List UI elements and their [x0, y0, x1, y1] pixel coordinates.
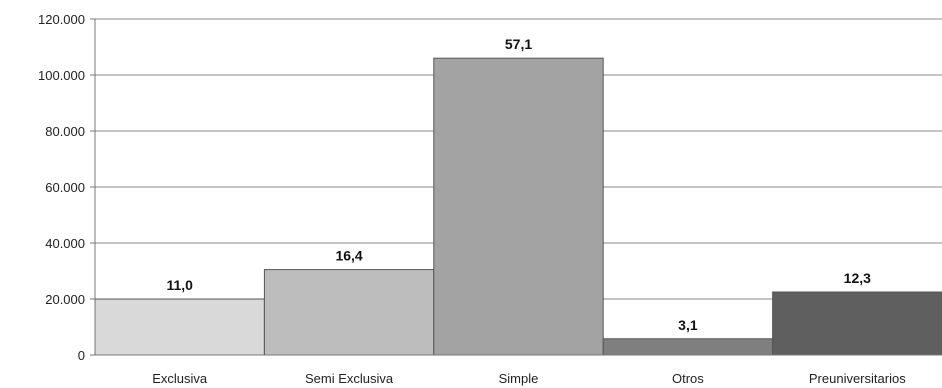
y-tick-label: 0 — [78, 348, 85, 363]
y-tick-label: 20.000 — [45, 292, 85, 307]
category-label: Semi Exclusiva — [305, 371, 394, 386]
y-tick-label: 100.000 — [38, 68, 85, 83]
bar — [433, 57, 604, 356]
bar — [94, 298, 265, 356]
bar — [602, 338, 774, 356]
y-tick-label: 40.000 — [45, 236, 85, 251]
y-tick-label: 60.000 — [45, 180, 85, 195]
data-label: 11,0 — [166, 277, 193, 293]
category-label: Simple — [499, 371, 539, 386]
bar — [263, 269, 435, 356]
bar — [772, 291, 942, 356]
y-tick-label: 120.000 — [38, 12, 85, 27]
category-label: Otros — [672, 371, 704, 386]
y-axis-ticks: 0 20.000 40.000 60.000 80.000 100.000 120.000 — [38, 12, 95, 363]
category-label: Exclusiva — [152, 371, 208, 386]
data-label: 12,3 — [844, 270, 871, 286]
category-labels: Exclusiva Semi Exclusiva Simple Otros Preuni… — [152, 371, 906, 386]
bars — [94, 57, 942, 356]
y-tick-label: 80.000 — [45, 124, 85, 139]
category-label: Preuniversitarios — [809, 371, 906, 386]
data-label: 57,1 — [505, 36, 532, 52]
data-label: 16,4 — [335, 248, 362, 264]
data-label: 3,1 — [678, 317, 698, 333]
data-labels: 11,0 16,4 57,1 3,1 12,3 — [166, 36, 871, 333]
